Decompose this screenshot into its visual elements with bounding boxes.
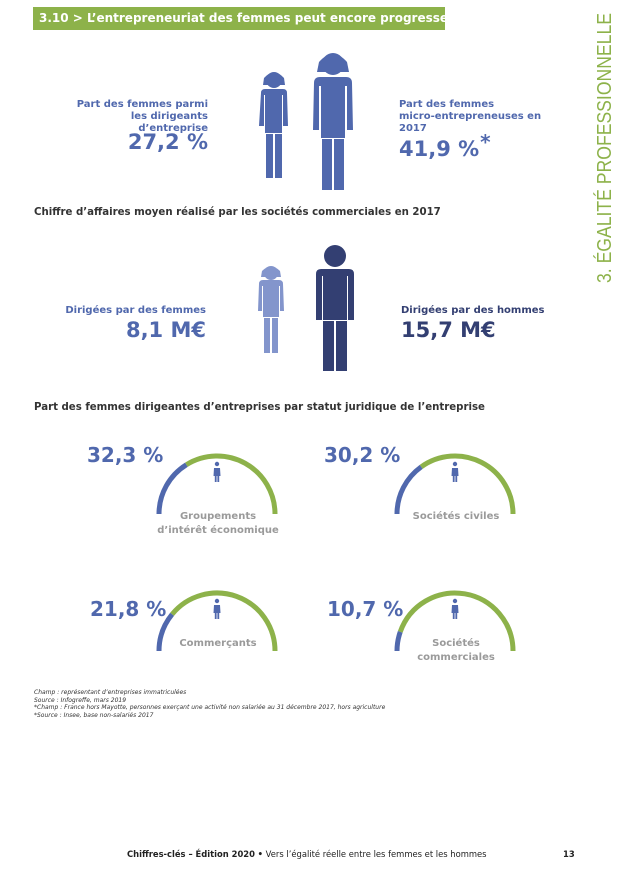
side-chapter-title-text: 3. ÉGALITÉ PROFESSIONNELLE (593, 13, 616, 283)
women-led-value: 8,1 M€ (125, 318, 206, 342)
gauge-category: Sociétés civiles (387, 510, 525, 524)
women-managers-value: 27,2 % (127, 130, 208, 154)
gauge-rest-arc (170, 590, 278, 652)
woman-icon (259, 72, 288, 178)
note-line: *Champ : France hors Mayotte, personnes … (34, 704, 386, 711)
revenue-heading: Chiffre d’affaires moyen réalisé par les… (34, 207, 441, 218)
gauge-women-arc (394, 464, 423, 515)
woman-icon (313, 53, 353, 190)
men-led-label: Dirigées par des hommes (401, 305, 545, 316)
gauge-rest-arc (397, 590, 516, 652)
footer-subtitle: Vers l’égalité réelle entre les femmes e… (265, 849, 487, 859)
gauge-women-arc (156, 612, 175, 652)
micro-entrepreneurs-label-line1: Part des femmes (399, 99, 495, 110)
note-line: Champ : représentant d’entreprises immat… (34, 689, 187, 696)
gauge-category-line: Commerçants (179, 638, 257, 649)
gauge-arc (156, 453, 278, 515)
woman-icon (451, 461, 459, 482)
section-title: 3.10 > L’entrepreneuriat des femmes peut… (33, 7, 454, 30)
footnote-marker: * (480, 130, 491, 154)
gauge-category: Commerçants (149, 637, 287, 651)
gauge-value: 30,2 % (324, 443, 401, 467)
gauge-category: Groupements d’intérêt économique (149, 510, 287, 538)
man-icon (316, 245, 354, 371)
gauge-category: Sociétés commerciales (387, 637, 525, 665)
women-led-label: Dirigées par des femmes (65, 305, 206, 316)
gauge-category-line: Sociétés civiles (412, 511, 500, 522)
men-led-value: 15,7 M€ (401, 318, 496, 342)
gauge-arc (156, 590, 278, 652)
gauge-value: 32,3 % (87, 443, 164, 467)
note-line: Source : Infogreffe, mars 2019 (34, 696, 127, 704)
page-number: 13 (563, 849, 575, 859)
status-heading: Part des femmes dirigeantes d’entreprise… (34, 402, 485, 413)
women-managers-label: Part des femmes parmi les dirigeants d’e… (60, 99, 208, 135)
gauge-arc (394, 590, 516, 652)
footer-separator: • (257, 849, 263, 859)
woman-icon (213, 461, 221, 482)
gauge-category-line: Groupements (179, 511, 257, 522)
micro-entrepreneurs-value-text: 41,9 % (399, 137, 480, 161)
woman-icon (451, 598, 459, 619)
woman-icon (258, 266, 284, 353)
micro-entrepreneurs-label-line2: micro-entrepreneuses en 2017 (399, 111, 542, 134)
source-notes: Champ : représentant d’entreprises immat… (34, 689, 385, 719)
gauge-category-line: d’intérêt économique (157, 525, 279, 536)
micro-entrepreneurs-value: 41,9 %* (399, 130, 491, 161)
woman-icon (213, 598, 221, 619)
gauge-category-line: commerciales (417, 652, 495, 663)
gauge-arc (394, 453, 516, 515)
micro-entrepreneurs-label: Part des femmes micro-entrepreneuses en … (399, 99, 569, 135)
side-chapter-title: 3. ÉGALITÉ PROFESSIONNELLE (593, 13, 616, 283)
gauge-rest-arc (185, 453, 278, 515)
gauge-value: 10,7 % (327, 597, 404, 621)
women-managers-label-line1: Part des femmes parmi (76, 99, 208, 110)
women-managers-label-line2: les dirigeants d’entreprise (130, 111, 208, 134)
gauge-women-arc (156, 462, 188, 515)
gauge-value: 21,8 % (90, 597, 167, 621)
page-footer: Chiffres-clés – Édition 2020 • Vers l’ég… (127, 849, 487, 859)
gauge-women-arc (394, 631, 403, 652)
gauge-category-line: Sociétés (432, 638, 480, 649)
gauge-rest-arc (419, 453, 516, 515)
note-line: *Source : Insee, base non-salariés 2017 (34, 711, 154, 719)
footer-edition: Chiffres-clés – Édition 2020 (127, 849, 255, 859)
